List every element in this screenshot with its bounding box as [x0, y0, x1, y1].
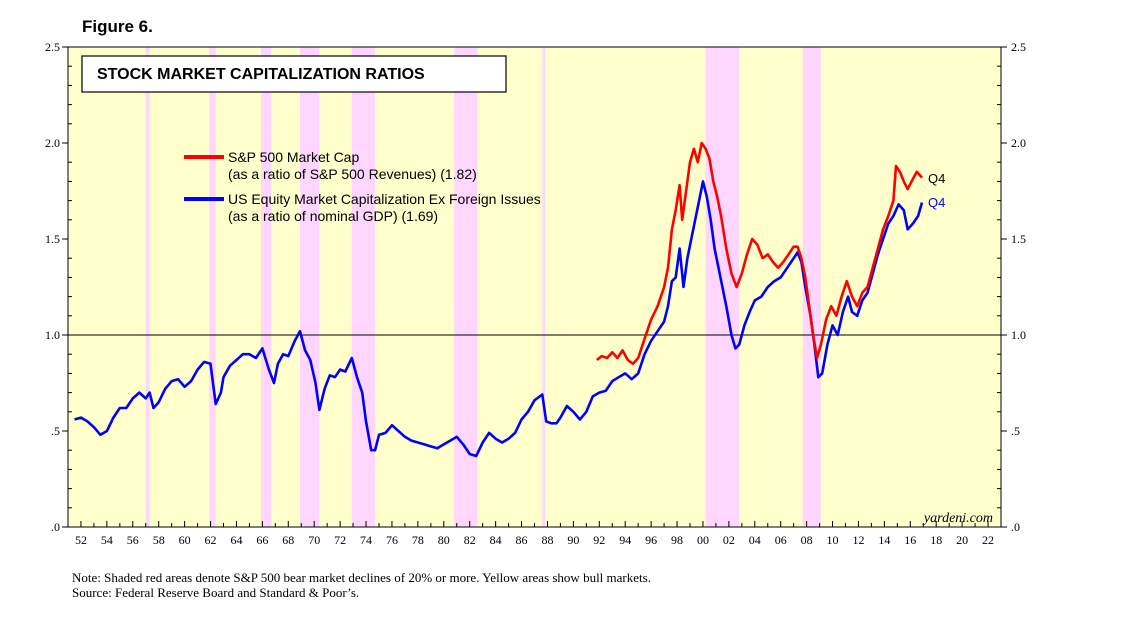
x-tick-label: 58: [153, 533, 165, 547]
y-tick-label-right: 1.0: [1011, 328, 1026, 342]
y-tick-label-right: .0: [1011, 520, 1020, 534]
y-tick-label-right: 2.5: [1011, 40, 1026, 54]
bear-market-band-5: [454, 47, 478, 527]
y-tick-label-left: .0: [51, 520, 60, 534]
end-label-sp500: Q4: [928, 171, 945, 186]
x-tick-label: 90: [567, 533, 579, 547]
x-tick-label: 82: [464, 533, 476, 547]
legend: S&P 500 Market Cap (as a ratio of S&P 50…: [184, 149, 541, 224]
x-tick-label: 10: [827, 533, 839, 547]
bear-market-band-2: [261, 47, 272, 527]
bear-market-band-1: [209, 47, 216, 527]
x-tick-label: 68: [282, 533, 294, 547]
x-tick-label: 06: [775, 533, 787, 547]
x-tick-label: 86: [516, 533, 528, 547]
x-tick-label: 94: [619, 533, 631, 547]
x-tick-label: 02: [723, 533, 735, 547]
x-tick-label: 00: [697, 533, 709, 547]
bear-market-band-0: [145, 47, 150, 527]
x-tick-label: 92: [593, 533, 605, 547]
x-tick-label: 66: [256, 533, 268, 547]
legend-detail-equity: (as a ratio of nominal GDP) (1.69): [228, 208, 438, 224]
x-tick-label: 76: [386, 533, 398, 547]
y-tick-label-left: 1.0: [45, 328, 60, 342]
x-tick-label: 62: [205, 533, 217, 547]
note-text: Note: Shaded red areas denote S&P 500 be…: [72, 570, 651, 585]
x-tick-label: 84: [490, 533, 502, 547]
x-tick-label: 20: [956, 533, 968, 547]
x-tick-label: 54: [101, 533, 113, 547]
y-tick-label-right: 2.0: [1011, 136, 1026, 150]
x-tick-label: 96: [645, 533, 657, 547]
x-tick-label: 16: [904, 533, 916, 547]
x-tick-label: 70: [308, 533, 320, 547]
y-tick-label-left: .5: [51, 424, 60, 438]
watermark: yardeni.com: [922, 511, 993, 526]
y-tick-label-right: .5: [1011, 424, 1020, 438]
x-tick-label: 88: [541, 533, 553, 547]
bear-market-band-6: [542, 47, 546, 527]
x-tick-label: 78: [412, 533, 424, 547]
x-tick-label: 18: [930, 533, 942, 547]
x-tick-label: 14: [878, 533, 890, 547]
y-tick-label-left: 1.5: [45, 232, 60, 246]
equity-series-line: [74, 180, 924, 458]
x-tick-label: 80: [438, 533, 450, 547]
x-tick-label: 12: [852, 533, 864, 547]
series-lines: [74, 141, 924, 458]
bear-market-shading: [145, 47, 821, 527]
x-tick-label: 04: [749, 533, 761, 547]
chart-title: STOCK MARKET CAPITALIZATION RATIOS: [97, 66, 425, 83]
title-box: [81, 55, 507, 93]
x-tick-label: 98: [671, 533, 683, 547]
plot-background: [68, 47, 1001, 527]
x-tick-label: 64: [230, 533, 242, 547]
legend-detail-sp500: (as a ratio of S&P 500 Revenues) (1.82): [228, 166, 477, 182]
figure-label: Figure 6.: [82, 17, 153, 36]
bear-market-band-4: [351, 47, 376, 527]
x-tick-label: 56: [127, 533, 139, 547]
end-label-equity: Q4: [928, 195, 945, 210]
chart: .0.0.5.51.0 1.01.5 1.52.0 2.02.5 2.5 52 54 56 5…: [45, 40, 1026, 547]
source-text: Source: Federal Reserve Board and Standa…: [72, 585, 360, 600]
sp500-series-line: [595, 141, 923, 366]
y-tick-label-left: 2.0: [45, 136, 60, 150]
y-tick-label-left: 2.5: [45, 40, 60, 54]
x-tick-label: 22: [982, 533, 994, 547]
legend-label-sp500: S&P 500 Market Cap: [228, 149, 359, 165]
x-tick-label: 52: [75, 533, 87, 547]
x-axis-ticks: 52 54 56 58 60 62 64 66 68 70 72 74 76 78 80 82 84 86 88 90…: [67, 521, 1002, 547]
x-tick-label: 60: [179, 533, 191, 547]
x-tick-label: 08: [801, 533, 813, 547]
y-axis-ticks: .0 .0 .5 .5 1.0 1.0 1.5 1.5 2.0 2.0 2.5 2.5: [45, 40, 1026, 534]
x-tick-label: 74: [360, 533, 372, 547]
bear-market-band-3: [299, 47, 320, 527]
y-tick-label-right: 1.5: [1011, 232, 1026, 246]
legend-label-equity: US Equity Market Capitalization Ex Forei…: [228, 191, 541, 207]
bear-market-band-8: [802, 47, 821, 527]
x-tick-label: 72: [334, 533, 346, 547]
